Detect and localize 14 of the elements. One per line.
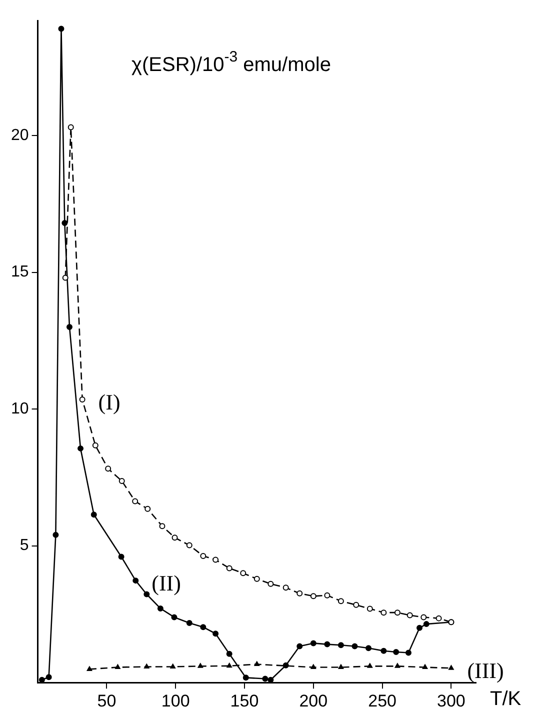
x-tick-label: 200	[299, 691, 328, 710]
x-tick-label: 300	[437, 691, 466, 710]
x-tick-label: 50	[97, 691, 116, 710]
x-tick-label: 250	[368, 691, 396, 710]
annotation: (II)	[152, 570, 181, 596]
y-tick-label: 5	[20, 537, 29, 554]
y-tick-label: 15	[11, 264, 29, 281]
x-axis-title: T/K	[490, 688, 522, 710]
annotation: (III)	[467, 658, 504, 683]
annotation: (I)	[98, 389, 120, 414]
y-tick-label: 10	[11, 400, 29, 418]
y-tick-label: 20	[11, 126, 29, 144]
x-tick-label: 150	[230, 691, 259, 710]
x-tick-label: 100	[161, 691, 190, 710]
